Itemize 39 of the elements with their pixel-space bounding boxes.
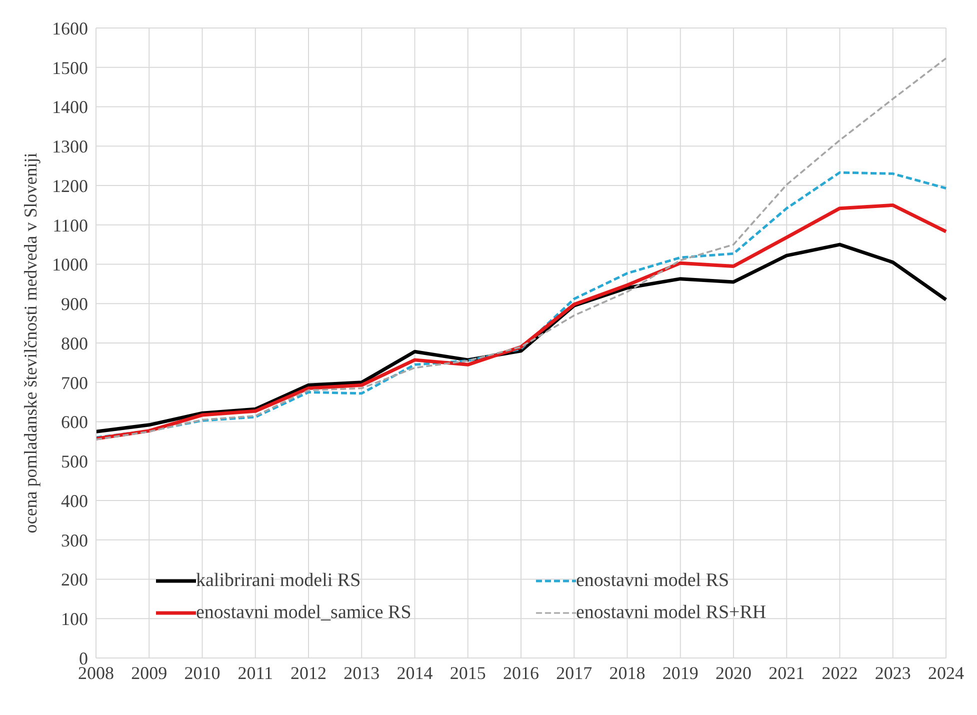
x-tick-label: 2015 — [450, 662, 486, 683]
x-tick-label: 2024 — [928, 662, 964, 683]
y-tick-label: 800 — [61, 333, 88, 354]
x-tick-label: 2019 — [662, 662, 698, 683]
x-tick-label: 2020 — [716, 662, 752, 683]
x-tick-label: 2011 — [238, 662, 274, 683]
y-tick-label: 1500 — [52, 58, 88, 78]
x-tick-label: 2013 — [344, 662, 380, 683]
y-axis-title: ocena pomladanske številčnosti medveda v Sloveniji — [20, 152, 40, 534]
x-tick-label: 2021 — [768, 662, 805, 683]
y-tick-label: 1100 — [52, 215, 88, 236]
y-tick-label: 900 — [61, 294, 88, 314]
x-tick-label: 2022 — [822, 662, 858, 683]
legend-label: enostavni model RS — [576, 570, 730, 592]
y-tick-label: 400 — [61, 490, 88, 511]
x-tick-label: 2009 — [131, 662, 168, 683]
x-tick-label: 2023 — [874, 662, 911, 683]
legend-label: enostavni model_samice RS — [196, 602, 412, 624]
x-tick-label: 2018 — [609, 662, 646, 683]
x-tick-label: 2016 — [503, 662, 539, 683]
y-tick-label: 1400 — [52, 97, 88, 118]
y-tick-label: 1600 — [52, 18, 88, 38]
line-series — [95, 57, 947, 440]
x-tick-label: 2010 — [184, 662, 220, 683]
x-tick-label: 2017 — [556, 662, 592, 683]
y-tick-label: 1000 — [52, 254, 88, 275]
x-tick-label: 2012 — [290, 662, 326, 683]
y-tick-label: 500 — [61, 452, 88, 472]
legend-label: kalibrirani modeli RS — [196, 570, 361, 592]
y-tick-label: 100 — [61, 609, 88, 630]
y-tick-label: 300 — [61, 530, 88, 550]
y-tick-label: 600 — [61, 412, 88, 432]
x-tick-label: 2014 — [396, 662, 433, 683]
y-tick-label: 1300 — [52, 136, 88, 157]
y-tick-label: 700 — [61, 372, 88, 393]
y-tick-label: 1200 — [52, 176, 88, 196]
y-tick-label: 200 — [61, 570, 88, 590]
legend-label: enostavni model RS+RH — [576, 602, 766, 624]
y-tick-label: 0 — [79, 648, 88, 668]
